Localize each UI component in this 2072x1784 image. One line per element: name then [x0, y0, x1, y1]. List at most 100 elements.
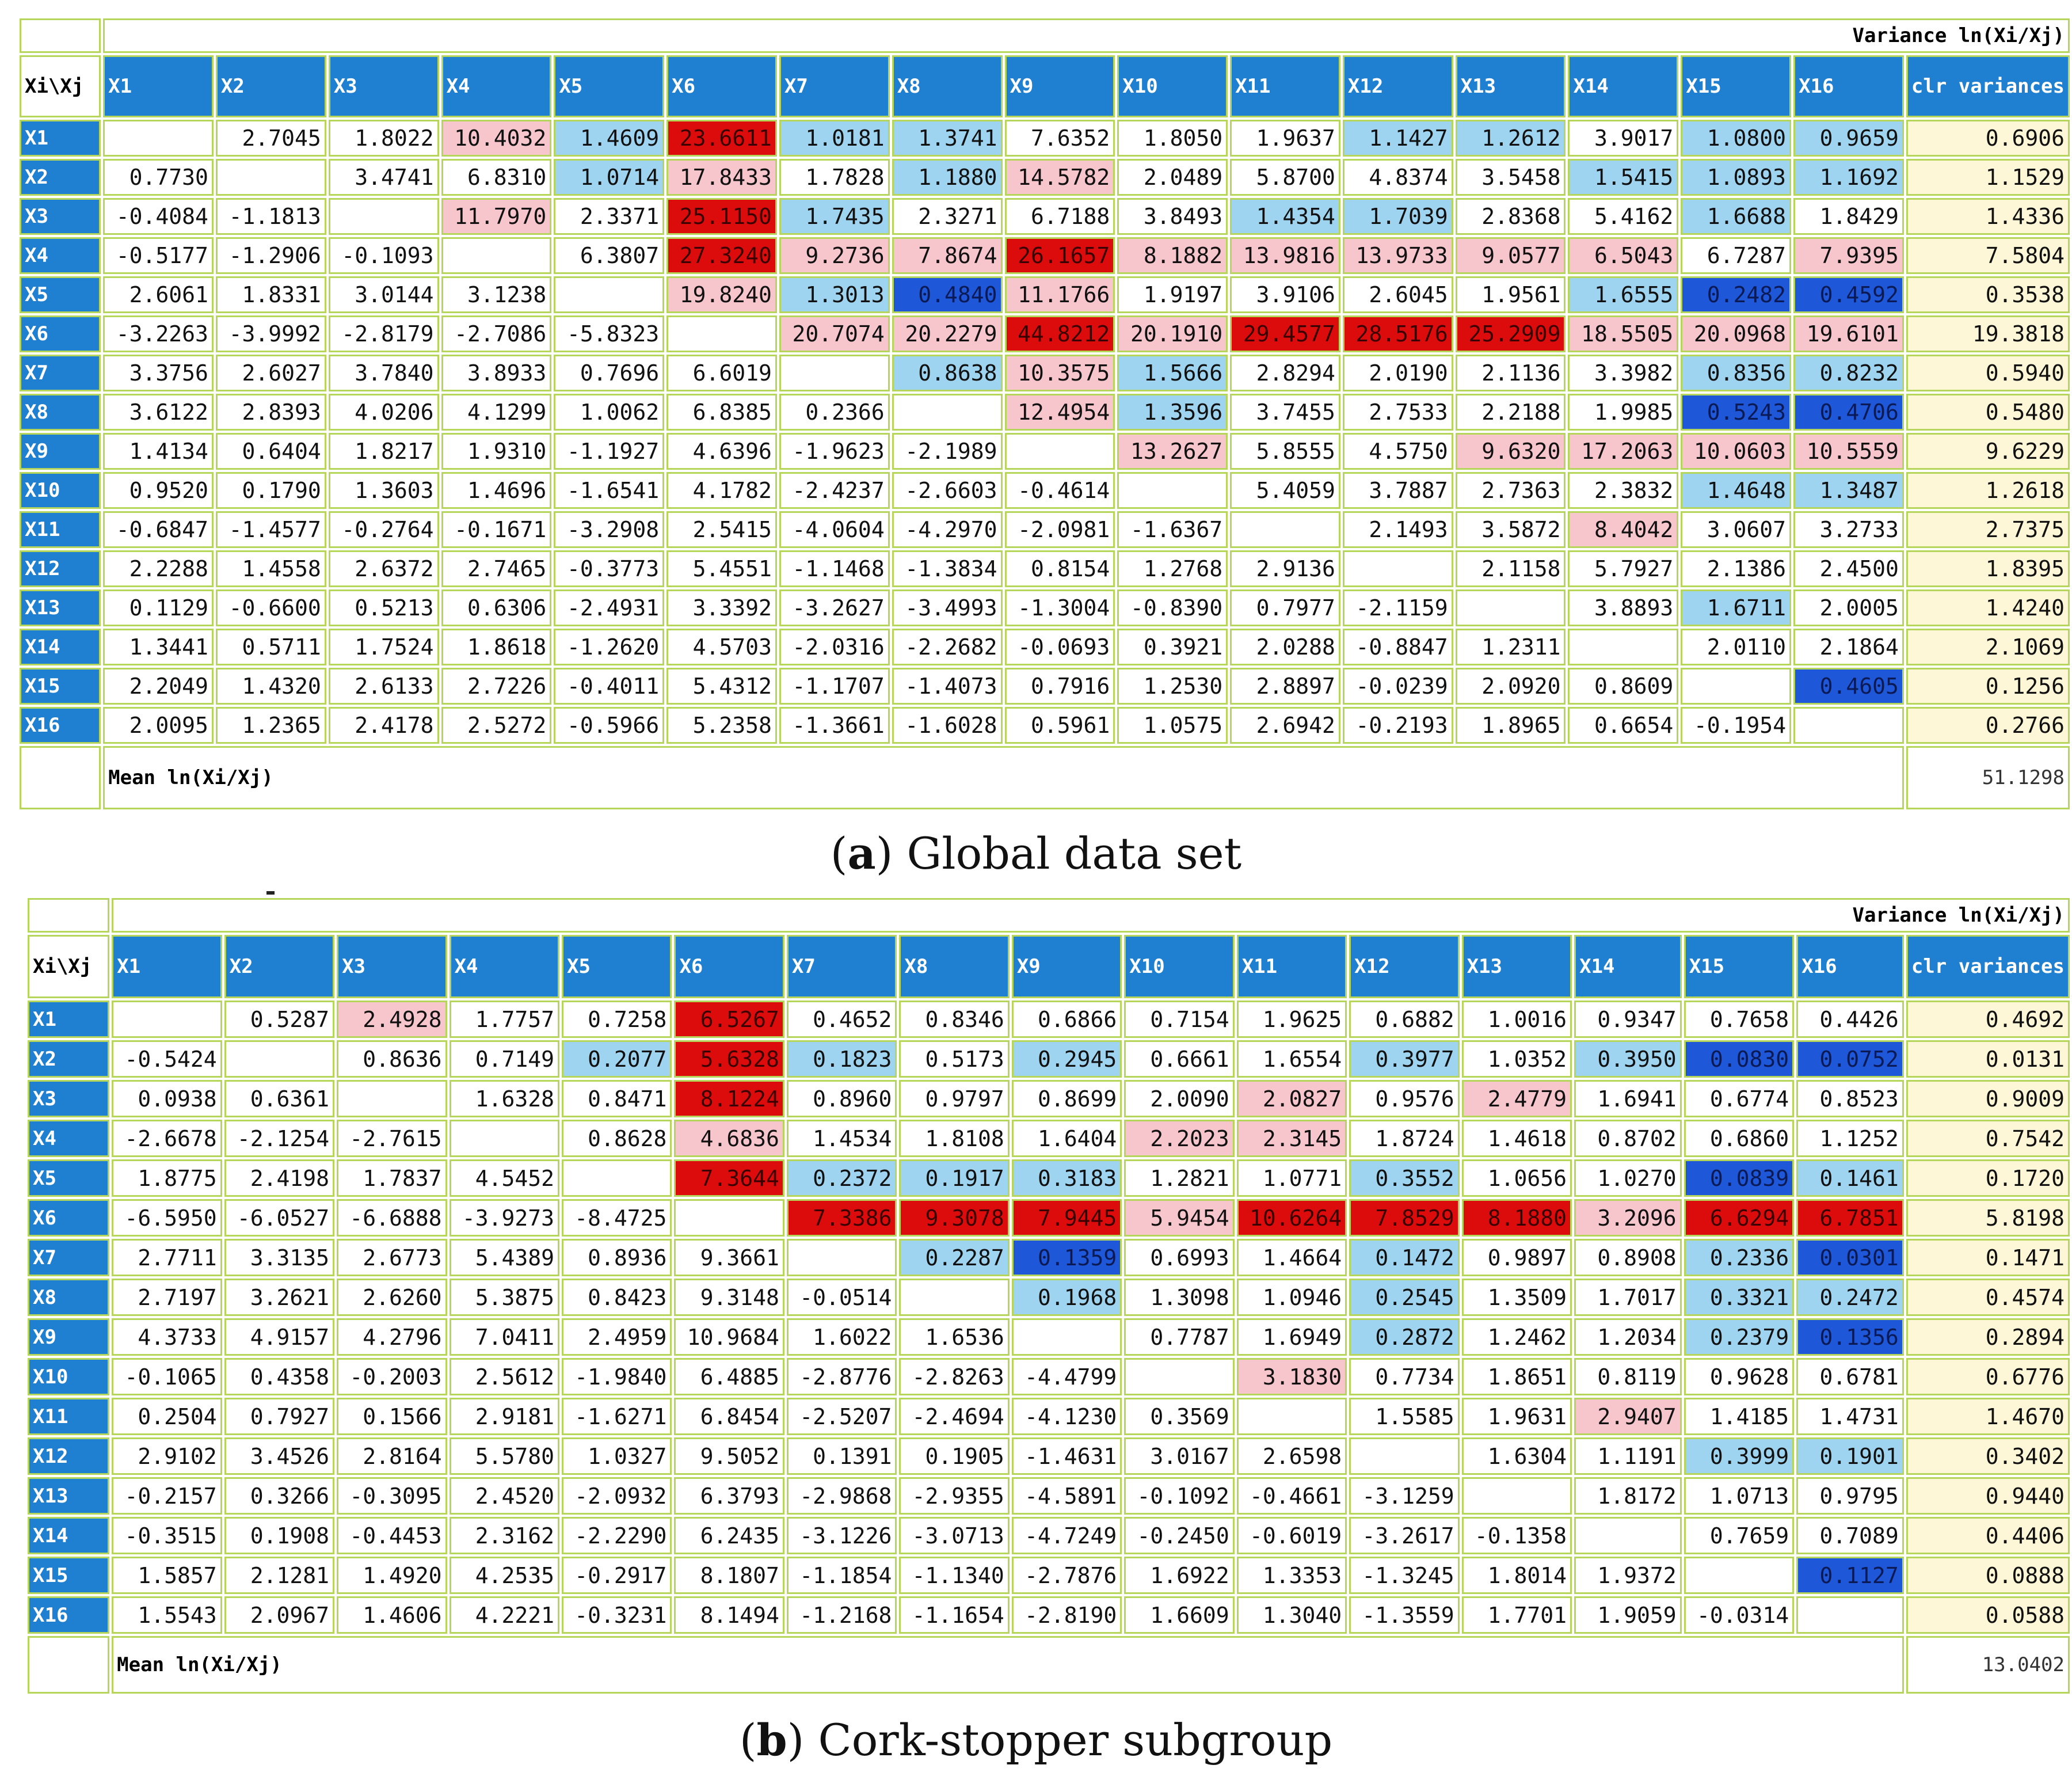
row-header: X10 [28, 1358, 110, 1395]
table-cell: 2.7045 [215, 120, 326, 157]
table-cell: 2.4178 [328, 707, 439, 744]
table-cell: 1.8965 [1455, 707, 1566, 744]
table-cell: 2.3371 [554, 198, 665, 235]
table-cell: 0.2366 [779, 394, 890, 431]
clr-variance-cell: 0.0588 [1906, 1596, 2070, 1634]
table-cell: 10.9684 [674, 1318, 784, 1356]
table-cell: 2.4500 [1793, 550, 1904, 587]
table-cell: 1.2768 [1117, 550, 1228, 587]
table-cell: -2.6678 [112, 1120, 222, 1157]
table-cell: -4.1230 [1011, 1398, 1122, 1435]
table-cell: -1.2168 [786, 1596, 897, 1634]
table-cell: 29.4577 [1230, 315, 1340, 352]
table-cell: 17.2063 [1568, 433, 1679, 470]
table-cell: 0.3921 [1117, 629, 1228, 665]
table-cell: 2.1136 [1455, 355, 1566, 391]
table-cell [892, 394, 1003, 431]
table-cell [666, 315, 777, 352]
table-cell: -2.5207 [786, 1398, 897, 1435]
table-cell: 9.2736 [779, 237, 890, 274]
clr-variance-cell: 0.1720 [1906, 1159, 2070, 1197]
table-cell [1455, 589, 1566, 626]
table-cell: 4.6836 [674, 1120, 784, 1157]
table-cell: 2.9181 [449, 1398, 559, 1435]
table-cell: 1.1692 [1793, 159, 1904, 196]
table-cell: -6.0527 [224, 1199, 335, 1237]
table-cell: -2.7086 [441, 315, 552, 352]
table-cell: 9.6320 [1455, 433, 1566, 470]
table-cell: -2.1254 [224, 1120, 335, 1157]
table-cell: 1.0352 [1461, 1040, 1572, 1078]
row-header: X13 [20, 589, 101, 626]
table-cell: 2.2049 [103, 668, 214, 705]
table-cell: -0.0239 [1342, 668, 1453, 705]
table-cell: 2.9136 [1230, 550, 1340, 587]
table-cell: 5.4162 [1568, 198, 1679, 235]
table-cell: 0.1823 [786, 1040, 897, 1078]
table-cell: 20.2279 [892, 315, 1003, 352]
table-cell: -4.0604 [779, 511, 890, 548]
table-cell: 2.3162 [449, 1517, 559, 1554]
table-cell: 1.6304 [1461, 1437, 1572, 1475]
column-header: X7 [786, 935, 897, 998]
clr-variances-header: clr variances [1906, 55, 2070, 117]
table-cell: 4.3733 [112, 1318, 222, 1356]
table-cell: 0.6774 [1684, 1080, 1795, 1117]
table-cell: -2.0981 [1004, 511, 1115, 548]
table-cell: 0.8232 [1793, 355, 1904, 391]
mean-corner [20, 746, 101, 809]
table-cell: 1.5857 [112, 1557, 222, 1594]
table-cell: 3.1238 [441, 276, 552, 313]
table-cell: 18.5505 [1568, 315, 1679, 352]
table-cell: -0.3773 [554, 550, 665, 587]
table-cell: -3.1259 [1349, 1477, 1460, 1515]
table-title: Variance ln(Xi/Xj) [112, 898, 2070, 933]
table-cell: 0.1461 [1796, 1159, 1904, 1197]
column-header: X10 [1124, 935, 1235, 998]
clr-variance-cell: 0.3402 [1906, 1437, 2070, 1475]
table-cell: 3.4741 [328, 159, 439, 196]
table-cell: 2.5415 [666, 511, 777, 548]
table-cell: 1.7701 [1461, 1596, 1572, 1634]
table-cell: 0.2336 [1684, 1239, 1795, 1276]
column-header: X12 [1342, 55, 1453, 117]
clr-variance-cell: 0.7542 [1906, 1120, 2070, 1157]
table-cell: 1.8331 [215, 276, 326, 313]
table-cell: 1.6536 [899, 1318, 1010, 1356]
table-cell: 2.4520 [449, 1477, 559, 1515]
column-header: X10 [1117, 55, 1228, 117]
table-cell: 1.0656 [1461, 1159, 1572, 1197]
table-cell: 1.0327 [561, 1437, 672, 1475]
table-cell: 1.2365 [215, 707, 326, 744]
clr-variance-cell: 2.1069 [1906, 629, 2070, 665]
column-header: X12 [1349, 935, 1460, 998]
table-cell: 4.8374 [1342, 159, 1453, 196]
table-cell: 3.0167 [1124, 1437, 1235, 1475]
table-cell: -0.4011 [554, 668, 665, 705]
caption-a: (a) Global data set [830, 828, 1242, 879]
corner-label: Xi\Xj [28, 935, 110, 998]
table-cell: -0.2450 [1124, 1517, 1235, 1554]
table-cell: 6.7188 [1004, 198, 1115, 235]
table-cell: 3.5872 [1455, 511, 1566, 548]
table-cell: -0.0693 [1004, 629, 1115, 665]
table-cell: -0.6847 [103, 511, 214, 548]
table-cell: -1.4577 [215, 511, 326, 548]
row-header: X14 [20, 629, 101, 665]
table-cell: 0.0830 [1684, 1040, 1795, 1078]
table-cell: 0.7089 [1796, 1517, 1904, 1554]
table-cell: 0.4605 [1793, 668, 1904, 705]
table-cell: 0.3950 [1574, 1040, 1682, 1078]
clr-variance-cell: 0.0888 [1906, 1557, 2070, 1594]
table-cell: 14.5782 [1004, 159, 1115, 196]
table-cell: 7.9395 [1793, 237, 1904, 274]
table-cell: -1.3245 [1349, 1557, 1460, 1594]
table-cell: 2.2023 [1124, 1120, 1235, 1157]
clr-variance-cell: 1.4336 [1906, 198, 2070, 235]
table-cell: 2.4198 [224, 1159, 335, 1197]
table-cell: 11.7970 [441, 198, 552, 235]
table-cell: -0.8390 [1117, 589, 1228, 626]
table-cell: 1.7039 [1342, 198, 1453, 235]
table-cell: 0.2287 [899, 1239, 1010, 1276]
table-cell: -4.4799 [1011, 1358, 1122, 1395]
